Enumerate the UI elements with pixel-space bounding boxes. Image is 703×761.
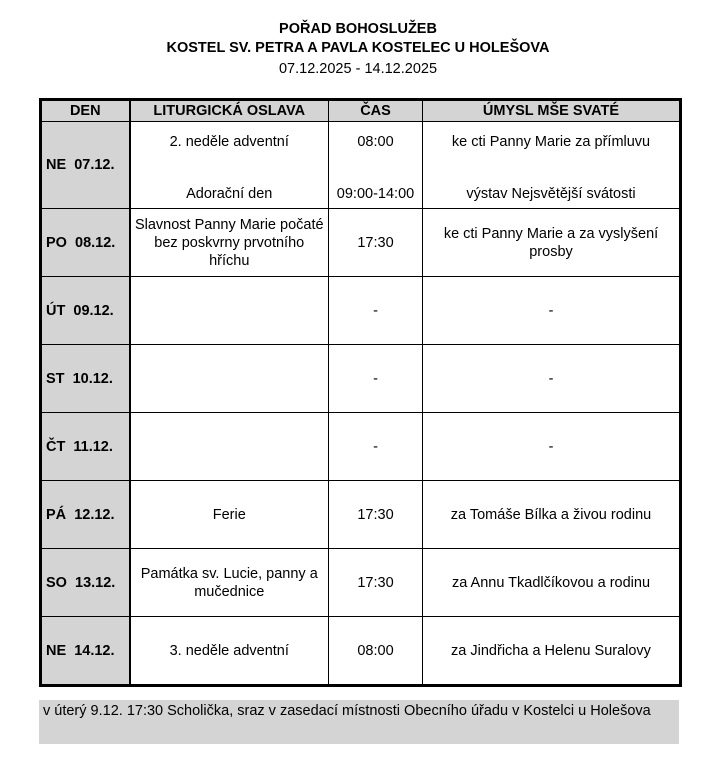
cas-cell: 17:30	[328, 548, 423, 617]
oslava-cell	[129, 344, 329, 413]
table-row: ÚT 09.12. - -	[40, 276, 681, 345]
cas-cell: 17:30	[328, 480, 423, 549]
day-cell: NE 14.12.	[40, 616, 131, 686]
schedule-table: DEN LITURGICKÁ OSLAVA ČAS ÚMYSL MŠE SVAT…	[39, 98, 682, 687]
oslava-entry: 2. neděle adventní	[169, 134, 289, 150]
umysl-cell: za Tomáše Bílka a živou rodinu	[422, 480, 681, 549]
day-cell: ÚT 09.12.	[40, 276, 131, 345]
cas-cell: 08:00	[328, 616, 423, 686]
column-header-oslava: LITURGICKÁ OSLAVA	[129, 99, 329, 122]
oslava-cell: Slavnost Panny Marie počaté bez poskvrny…	[129, 208, 329, 277]
umysl-entry: ke cti Panny Marie za přímluvu	[451, 134, 651, 150]
day-cell: NE 07.12.	[40, 121, 131, 209]
oslava-cell	[129, 412, 329, 481]
umysl-cell: ke cti Panny Marie a za vyslyšení prosby	[422, 208, 681, 277]
date-range: 07.12.2025 - 14.12.2025	[278, 61, 438, 77]
umysl-cell: -	[422, 276, 681, 345]
cas-cell: -	[328, 276, 423, 345]
day-cell: SO 13.12.	[40, 548, 131, 617]
oslava-cell: Památka sv. Lucie, panny a mučednice	[129, 548, 329, 617]
column-header-den: DEN	[40, 99, 131, 122]
table-header: DEN LITURGICKÁ OSLAVA ČAS ÚMYSL MŠE SVAT…	[40, 99, 681, 122]
cas-cell: -	[328, 344, 423, 413]
table-row: PO 08.12. Slavnost Panny Marie počaté bez…	[40, 208, 681, 277]
umysl-cell: -	[422, 412, 681, 481]
umysl-cell: -	[422, 344, 681, 413]
cas-cell: 08:00 09:00-14:00	[328, 121, 423, 209]
page-title: POŘAD BOHOSLUŽEB	[279, 21, 437, 37]
umysl-cell: za Jindřicha a Helenu Suralovy	[422, 616, 681, 686]
umysl-entry: výstav Nejsvětější svátosti	[466, 186, 636, 202]
day-cell: ST 10.12.	[40, 344, 131, 413]
oslava-entry: Adorační den	[186, 186, 273, 202]
announcement-note: v úterý 9.12. 17:30 Scholička, sraz v za…	[39, 700, 679, 744]
day-cell: ČT 11.12.	[40, 412, 131, 481]
table-row: ST 10.12. - -	[40, 344, 681, 413]
table-row: SO 13.12. Památka sv. Lucie, panny a muče…	[40, 548, 681, 617]
column-header-umysl: ÚMYSL MŠE SVATÉ	[422, 99, 681, 122]
cas-entry: 08:00	[357, 134, 394, 150]
church-name: KOSTEL SV. PETRA A PAVLA KOSTELEC U HOLE…	[166, 40, 550, 56]
cas-cell: -	[328, 412, 423, 481]
oslava-cell: Ferie	[129, 480, 329, 549]
cas-entry: 09:00-14:00	[336, 186, 415, 202]
umysl-cell: ke cti Panny Marie za přímluvu výstav Nej…	[422, 121, 681, 209]
day-cell: PÁ 12.12.	[40, 480, 131, 549]
table-row: NE 07.12. 2. neděle adventní Adorační den 0…	[40, 121, 681, 209]
table-row: PÁ 12.12. Ferie 17:30 za Tomáše Bílka a živ…	[40, 480, 681, 549]
oslava-cell	[129, 276, 329, 345]
oslava-cell: 2. neděle adventní Adorační den	[129, 121, 329, 209]
cas-cell: 17:30	[328, 208, 423, 277]
umysl-cell: za Annu Tkadlčíkovou a rodinu	[422, 548, 681, 617]
oslava-cell: 3. neděle adventní	[129, 616, 329, 686]
table-row: NE 14.12. 3. neděle adventní 08:00 za Jindř…	[40, 616, 681, 686]
column-header-cas: ČAS	[328, 99, 423, 122]
day-cell: PO 08.12.	[40, 208, 131, 277]
table-row: ČT 11.12. - -	[40, 412, 681, 481]
